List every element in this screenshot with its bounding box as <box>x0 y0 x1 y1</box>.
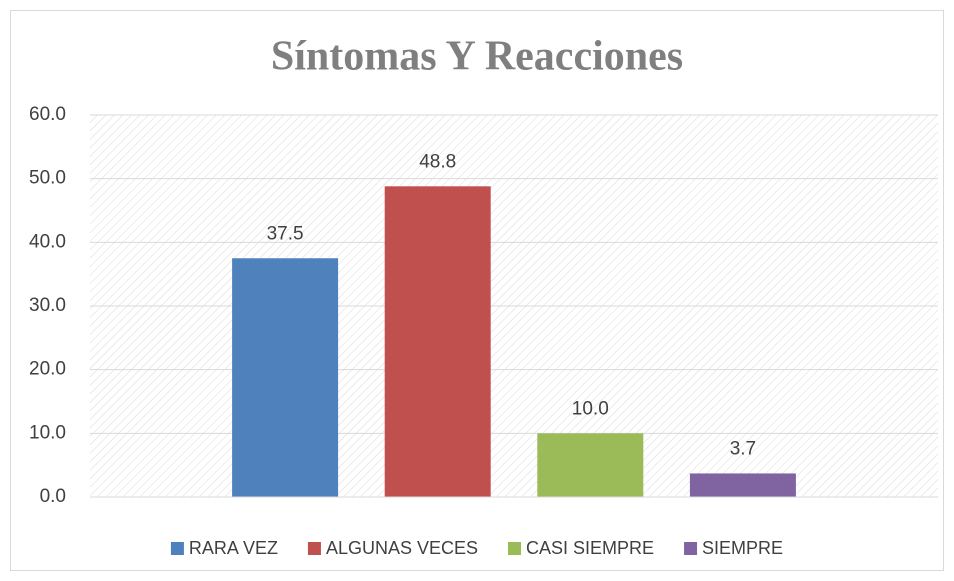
bar <box>384 186 491 497</box>
legend-label: SIEMPRE <box>702 538 783 558</box>
data-label: 10.0 <box>572 398 609 419</box>
y-tick-label: 50.0 <box>29 168 66 189</box>
data-label: 48.8 <box>419 151 456 172</box>
legend-label: ALGUNAS VECES <box>326 538 478 558</box>
y-tick-label: 10.0 <box>29 422 66 443</box>
legend-label: CASI SIEMPRE <box>526 538 654 558</box>
y-tick-label: 60.0 <box>29 104 66 125</box>
legend-swatch <box>508 542 522 555</box>
data-label: 3.7 <box>730 438 756 459</box>
y-tick-label: 40.0 <box>29 231 66 252</box>
legend-swatch <box>684 542 698 555</box>
bar <box>232 258 339 497</box>
chart-title: Síntomas Y Reacciones <box>271 34 683 80</box>
bar <box>537 433 644 497</box>
y-tick-label: 0.0 <box>40 486 66 507</box>
bar <box>689 473 796 497</box>
legend-swatch <box>170 542 184 555</box>
legend-label: RARA VEZ <box>189 538 278 558</box>
y-tick-label: 30.0 <box>29 295 66 316</box>
y-tick-label: 20.0 <box>29 359 66 380</box>
data-label: 37.5 <box>267 223 304 244</box>
legend-swatch <box>307 542 321 555</box>
